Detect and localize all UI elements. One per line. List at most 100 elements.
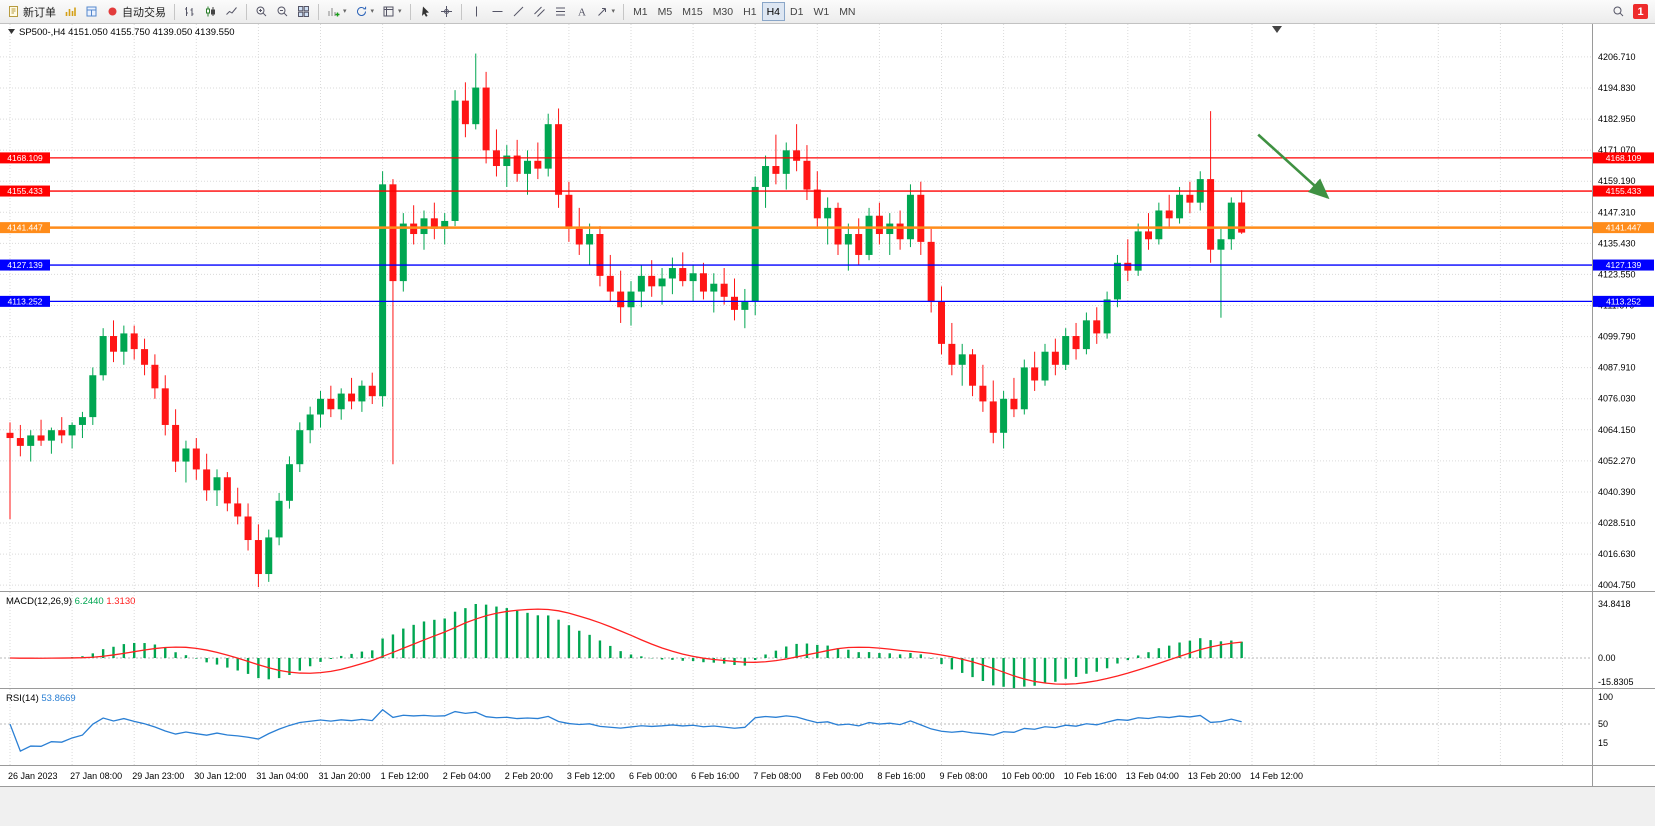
rsi-pane: RSI(14) 53.8669 100 50 15 <box>0 692 1613 752</box>
chevron-down-icon: ▾ <box>398 8 402 15</box>
svg-text:31 Jan 04:00: 31 Jan 04:00 <box>256 771 308 781</box>
svg-text:4127.139: 4127.139 <box>1606 260 1642 270</box>
new-order-icon <box>9 6 18 17</box>
new-chart-button[interactable]: ▾ <box>323 2 351 21</box>
svg-text:50: 50 <box>1598 719 1608 729</box>
vertical-line-icon <box>475 6 477 17</box>
horizontal-levels-layer[interactable]: 4168.109 4168.109 4155.433 4155.433 4141.447… <box>0 152 1654 307</box>
svg-text:4147.310: 4147.310 <box>1598 207 1636 217</box>
svg-text:9 Feb 08:00: 9 Feb 08:00 <box>940 771 988 781</box>
zoom-in-icon <box>256 6 267 17</box>
timeframe-H4-button[interactable]: H4 <box>761 2 785 21</box>
svg-text:8 Feb 00:00: 8 Feb 00:00 <box>815 771 863 781</box>
svg-text:4099.790: 4099.790 <box>1598 332 1636 342</box>
bar-chart-button[interactable] <box>179 2 200 21</box>
cursor-button[interactable] <box>415 2 436 21</box>
notification-badge[interactable]: 1 <box>1633 4 1648 19</box>
svg-text:SP500-,H4 4151.050 4155.750 4: SP500-,H4 4151.050 4155.750 4139.050 413… <box>19 27 235 38</box>
svg-text:4113.252: 4113.252 <box>8 296 43 306</box>
zoom-in-button[interactable] <box>251 2 272 21</box>
svg-text:4064.150: 4064.150 <box>1598 425 1636 435</box>
svg-text:15: 15 <box>1598 738 1608 748</box>
svg-text:4076.030: 4076.030 <box>1598 394 1636 404</box>
chart-window: 4206.710 4194.830 4182.950 4171.070 4159.190… <box>0 24 1655 826</box>
vertical-line-tool-button[interactable] <box>466 2 487 21</box>
profiles-button[interactable]: ▾ <box>351 2 379 21</box>
time-axis[interactable]: 26 Jan 2023 27 Jan 08:00 29 Jan 23:00 30 Ja… <box>8 771 1303 781</box>
toolbar-separator <box>409 3 411 20</box>
arrow-annotation[interactable] <box>1257 133 1330 200</box>
timeframe-W1-button[interactable]: W1 <box>808 2 834 21</box>
svg-text:4168.109: 4168.109 <box>7 153 43 163</box>
svg-text:100: 100 <box>1598 692 1613 702</box>
tile-windows-button[interactable] <box>293 2 314 21</box>
svg-text:4087.910: 4087.910 <box>1598 363 1636 373</box>
market-watch-button[interactable] <box>60 2 81 21</box>
channel-tool-button[interactable] <box>529 2 550 21</box>
svg-text:27 Jan 08:00: 27 Jan 08:00 <box>70 771 122 781</box>
svg-text:10 Feb 16:00: 10 Feb 16:00 <box>1064 771 1117 781</box>
auto-trading-button[interactable]: 自动交易 <box>102 2 170 21</box>
svg-text:4123.550: 4123.550 <box>1598 269 1636 279</box>
svg-text:1 Feb 12:00: 1 Feb 12:00 <box>381 771 429 781</box>
svg-text:3 Feb 12:00: 3 Feb 12:00 <box>567 771 615 781</box>
timeframe-D1-button[interactable]: D1 <box>785 2 808 21</box>
line-chart-button[interactable] <box>221 2 242 21</box>
cursor-icon <box>421 6 429 17</box>
tile-windows-icon <box>298 6 309 17</box>
horizontal-line-icon <box>492 11 503 12</box>
chart-shift-marker[interactable] <box>1272 26 1282 33</box>
bottom-filler <box>0 786 1655 826</box>
svg-text:13 Feb 04:00: 13 Feb 04:00 <box>1126 771 1179 781</box>
text-tool-button[interactable]: A <box>571 2 592 21</box>
svg-text:8 Feb 16:00: 8 Feb 16:00 <box>877 771 925 781</box>
svg-text:6 Feb 16:00: 6 Feb 16:00 <box>691 771 739 781</box>
data-window-icon <box>86 6 97 17</box>
chevron-down-icon: ▾ <box>611 8 616 15</box>
trendline-icon <box>513 6 523 17</box>
profiles-icon <box>356 6 366 16</box>
data-window-button[interactable] <box>81 2 102 21</box>
svg-text:34.8418: 34.8418 <box>1598 599 1631 609</box>
timeframe-M1-button[interactable]: M1 <box>628 2 653 21</box>
svg-text:4194.830: 4194.830 <box>1598 83 1636 93</box>
svg-text:4113.252: 4113.252 <box>1606 296 1641 306</box>
toolbar-separator <box>623 3 625 20</box>
candlestick-chart-button[interactable] <box>200 2 221 21</box>
trendline-tool-button[interactable] <box>508 2 529 21</box>
svg-text:A: A <box>578 7 586 19</box>
zoom-out-button[interactable] <box>272 2 293 21</box>
timeframe-H1-button[interactable]: H1 <box>738 2 761 21</box>
timeframe-M5-button[interactable]: M5 <box>653 2 678 21</box>
svg-text:MACD(12,26,9) 6.2440 1.3130: MACD(12,26,9) 6.2440 1.3130 <box>6 596 135 607</box>
svg-text:4135.430: 4135.430 <box>1598 238 1636 248</box>
svg-text:0.00: 0.00 <box>1598 653 1616 663</box>
price-chart[interactable]: 4206.710 4194.830 4182.950 4171.070 4159.190… <box>0 24 1655 826</box>
svg-text:13 Feb 20:00: 13 Feb 20:00 <box>1188 771 1241 781</box>
timeframe-M15-button[interactable]: M15 <box>677 2 707 21</box>
new-order-button[interactable]: 新订单 <box>3 2 60 21</box>
svg-text:31 Jan 20:00: 31 Jan 20:00 <box>319 771 371 781</box>
crosshair-icon <box>440 6 452 17</box>
horizontal-line-tool-button[interactable] <box>487 2 508 21</box>
arrow-tool-icon <box>597 8 606 16</box>
crosshair-button[interactable] <box>436 2 457 21</box>
toolbar-separator <box>174 3 175 20</box>
timeframe-M30-button[interactable]: M30 <box>708 2 738 21</box>
svg-text:4040.390: 4040.390 <box>1598 487 1636 497</box>
svg-text:26 Jan 2023: 26 Jan 2023 <box>8 771 58 781</box>
chart-title: SP500-,H4 4151.050 4155.750 4139.050 413… <box>8 27 235 38</box>
line-chart-icon <box>226 7 237 15</box>
fibonacci-icon <box>555 7 565 16</box>
templates-button[interactable]: ▾ <box>378 2 406 21</box>
svg-text:4141.447: 4141.447 <box>7 223 43 233</box>
timeframe-MN-button[interactable]: MN <box>834 2 860 21</box>
arrows-tool-button[interactable]: ▾ <box>592 2 620 21</box>
fibonacci-tool-button[interactable] <box>550 2 571 21</box>
svg-text:4159.190: 4159.190 <box>1598 176 1636 186</box>
search-button[interactable] <box>1608 2 1629 21</box>
pane-borders <box>0 24 1655 787</box>
auto-trading-icon <box>108 7 117 16</box>
new-chart-icon <box>328 8 340 17</box>
main-toolbar: 新订单 自动交易 ▾ ▾ ▾ <box>0 0 1655 24</box>
